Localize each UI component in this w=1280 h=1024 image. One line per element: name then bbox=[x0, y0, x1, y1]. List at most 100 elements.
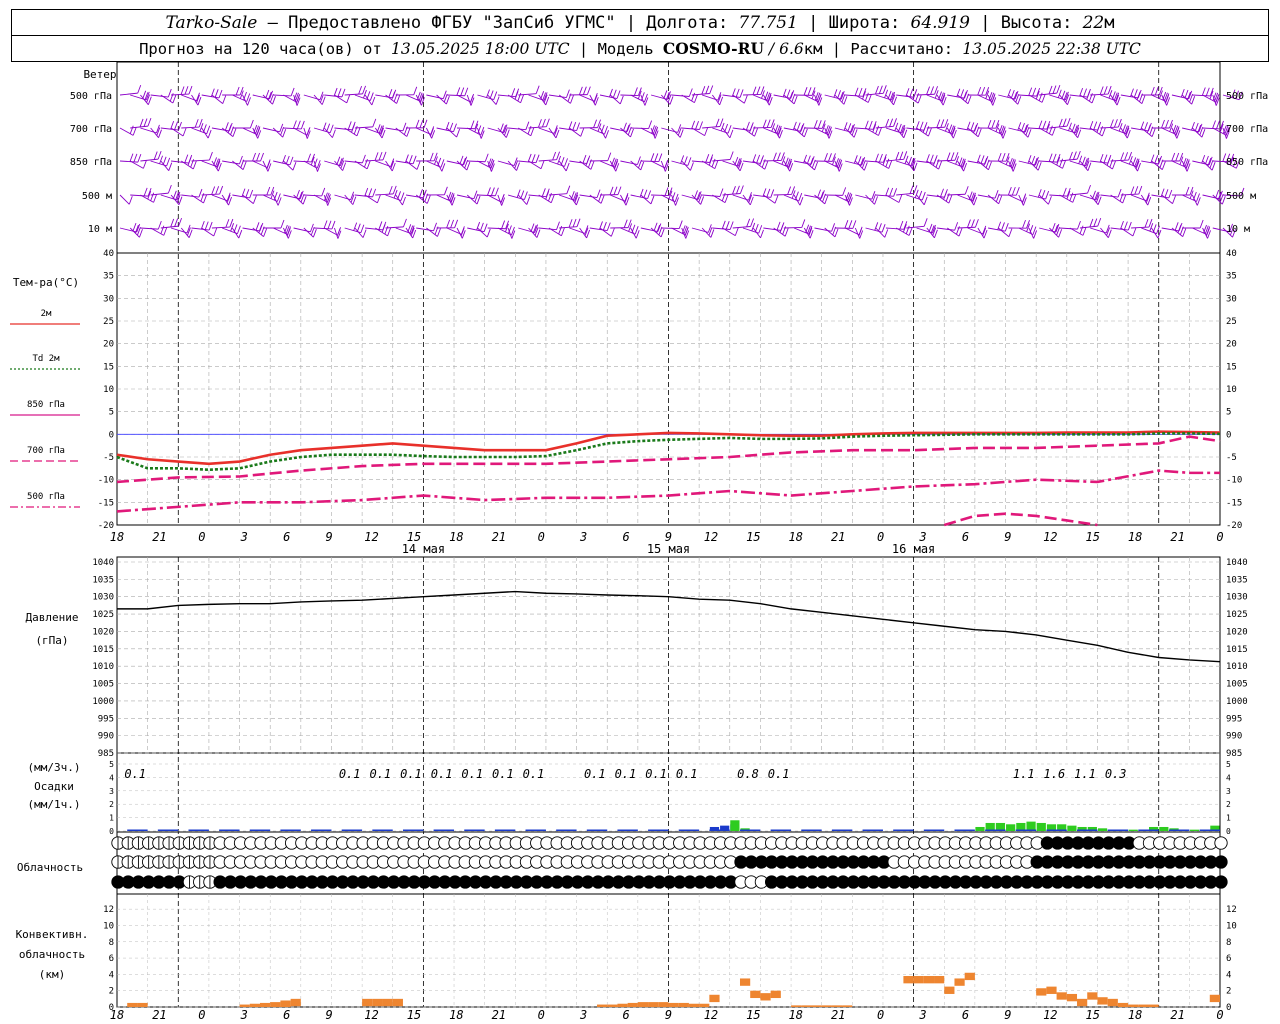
wind-barb bbox=[395, 160, 414, 165]
wind-barb-feather bbox=[461, 230, 466, 239]
wind-barb bbox=[538, 227, 557, 231]
wind-barb bbox=[518, 93, 537, 96]
precip-bar bbox=[709, 826, 720, 831]
precip-total-label: 0.1 bbox=[523, 767, 545, 781]
wind-barb-feather bbox=[133, 153, 138, 163]
hour-tick-label-bottom: 18 bbox=[1128, 1008, 1142, 1022]
wind-barb bbox=[242, 127, 258, 135]
wind-barb-feather bbox=[178, 121, 182, 131]
wind-barb-feather bbox=[1069, 192, 1074, 201]
wind-barb bbox=[1100, 227, 1109, 238]
conv-bar bbox=[259, 1002, 271, 1007]
wind-barb-feather bbox=[1150, 86, 1155, 96]
wind-barb-feather bbox=[717, 94, 722, 103]
conv-bar bbox=[842, 1005, 853, 1007]
wind-barb-feather bbox=[1091, 94, 1096, 104]
wind-barb-feather bbox=[777, 125, 782, 135]
wind-barb bbox=[753, 94, 769, 102]
conv-bar bbox=[239, 1004, 250, 1007]
wind-barb-feather bbox=[1180, 88, 1185, 98]
wind-barb-feather bbox=[1199, 126, 1204, 136]
wind-barb-feather bbox=[1078, 155, 1083, 164]
wind-barb-feather bbox=[410, 225, 415, 234]
wind-barb-feather bbox=[565, 89, 570, 98]
wind-barb bbox=[1212, 160, 1231, 163]
wind-barb-feather bbox=[1158, 86, 1163, 96]
wind-barb bbox=[456, 94, 471, 103]
wind-barb-feather bbox=[879, 153, 883, 163]
wind-barb-feather bbox=[388, 185, 393, 195]
wind-barb-feather bbox=[668, 187, 673, 196]
wind-barb-feather bbox=[501, 197, 506, 206]
wind-barb-feather bbox=[884, 89, 889, 98]
wind-barb-feather bbox=[534, 224, 539, 233]
wind-barb-feather bbox=[451, 197, 456, 206]
temp-tick-left: -20 bbox=[98, 521, 114, 531]
wind-barb bbox=[507, 227, 513, 239]
wind-barb bbox=[885, 94, 894, 106]
wind-barb-feather bbox=[960, 89, 965, 98]
wind-barb-feather bbox=[378, 221, 383, 230]
wind-barb bbox=[374, 127, 383, 139]
wind-barb bbox=[160, 160, 170, 171]
wind-barb-feather bbox=[941, 92, 946, 102]
wind-barb bbox=[1069, 127, 1079, 138]
wind-barb-feather bbox=[761, 90, 765, 99]
precip-trace-bar bbox=[648, 829, 669, 831]
wind-barb-feather bbox=[310, 156, 315, 166]
wind-barb-feather bbox=[864, 120, 869, 129]
wind-barb-feather bbox=[972, 194, 976, 204]
wind-barb-feather bbox=[208, 221, 213, 231]
temp-tick-left: 15 bbox=[103, 362, 114, 372]
temp-tick-right: 0 bbox=[1226, 430, 1231, 440]
temp-title: Тем-ра(°C) bbox=[13, 276, 79, 289]
wind-barb-feather bbox=[691, 120, 696, 129]
wind-barb bbox=[783, 160, 791, 172]
wind-barb bbox=[364, 94, 373, 106]
wind-barb bbox=[1191, 194, 1198, 206]
wind-barb-feather bbox=[292, 162, 297, 171]
wind-barb-feather bbox=[946, 152, 951, 161]
wind-barb-feather bbox=[256, 127, 261, 137]
conv-bar bbox=[597, 1004, 608, 1007]
wind-barb-feather bbox=[540, 160, 545, 169]
wind-barb-feather bbox=[224, 122, 229, 131]
wind-barb bbox=[354, 194, 373, 198]
wind-barb bbox=[272, 194, 279, 206]
pressure-tick-left: 995 bbox=[98, 714, 114, 724]
wind-barb-feather bbox=[319, 91, 324, 100]
wind-barb-feather bbox=[955, 156, 960, 165]
conv-bar bbox=[1209, 994, 1220, 1003]
wind-barb-feather bbox=[951, 125, 956, 135]
wind-barb-feather bbox=[768, 97, 773, 106]
wind-barb-feather bbox=[681, 225, 686, 234]
wind-barb bbox=[660, 94, 671, 105]
wind-barb-feather bbox=[1056, 156, 1061, 166]
precip-tick-left: 5 bbox=[109, 760, 114, 769]
hour-tick-label: 3 bbox=[579, 530, 587, 544]
wind-barb-feather bbox=[558, 225, 563, 235]
wind-barb-feather bbox=[1001, 222, 1005, 231]
wind-barb bbox=[1110, 194, 1123, 204]
wind-barb bbox=[283, 160, 294, 171]
wind-barb bbox=[630, 227, 637, 239]
wind-barb-feather bbox=[412, 155, 417, 164]
wind-barb bbox=[293, 127, 308, 136]
wind-barb-feather bbox=[843, 122, 848, 131]
wind-barb-feather bbox=[708, 157, 713, 166]
wind-barb-feather bbox=[312, 229, 317, 238]
wind-barb-feather bbox=[564, 158, 568, 167]
wind-barb-feather bbox=[760, 86, 765, 95]
wind-barb-feather bbox=[637, 156, 641, 165]
wind-barb bbox=[793, 127, 805, 138]
wind-barb bbox=[1049, 227, 1059, 238]
wind-barb bbox=[865, 92, 884, 96]
wind-barb-feather bbox=[658, 153, 663, 162]
wind-barb-feather bbox=[147, 117, 152, 127]
wind-barb bbox=[518, 127, 532, 137]
wind-barb-feather bbox=[196, 94, 200, 104]
wind-barb-feather bbox=[325, 192, 330, 202]
wind-barb-feather bbox=[378, 125, 383, 134]
wind-barb-feather bbox=[1062, 160, 1066, 169]
wind-barb-feather bbox=[878, 85, 883, 94]
